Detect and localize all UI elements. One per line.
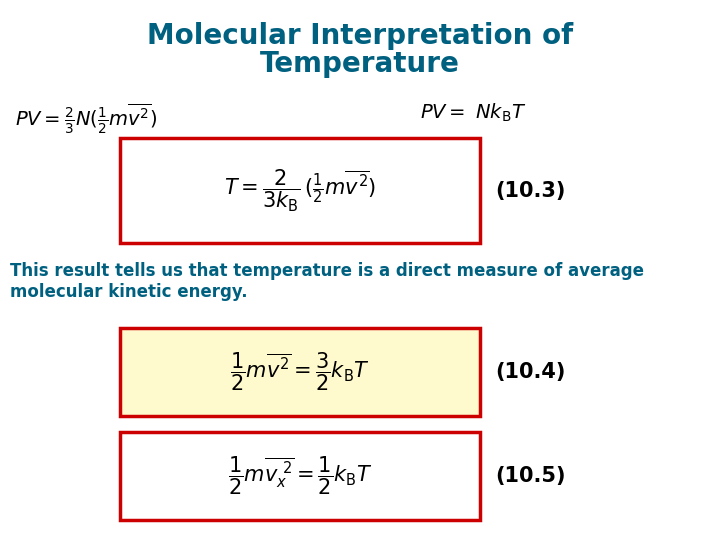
Text: $T = \dfrac{2}{3k_{\mathrm{B}}}\,(\frac{1}{2}m\overline{v^2})$: $T = \dfrac{2}{3k_{\mathrm{B}}}\,(\frac{… [224,167,376,213]
Text: Temperature: Temperature [260,50,460,78]
Text: (10.3): (10.3) [495,180,565,200]
Text: $PV = \ Nk_{\mathrm{B}}T$: $PV = \ Nk_{\mathrm{B}}T$ [420,102,526,124]
Text: $PV = \frac{2}{3}N(\frac{1}{2}m\overline{v^2})$: $PV = \frac{2}{3}N(\frac{1}{2}m\overline… [15,102,157,136]
FancyBboxPatch shape [120,432,480,520]
Text: Molecular Interpretation of: Molecular Interpretation of [147,22,573,50]
Text: $\dfrac{1}{2}m\overline{v^2} = \dfrac{3}{2}k_{\mathrm{B}}T$: $\dfrac{1}{2}m\overline{v^2} = \dfrac{3}… [230,351,370,393]
FancyBboxPatch shape [120,138,480,243]
Text: (10.5): (10.5) [495,466,565,486]
Text: (10.4): (10.4) [495,362,565,382]
FancyBboxPatch shape [120,328,480,416]
Text: $\dfrac{1}{2}m\overline{v_x^{\ 2}} = \dfrac{1}{2}k_{\mathrm{B}}T$: $\dfrac{1}{2}m\overline{v_x^{\ 2}} = \df… [228,455,372,497]
Text: This result tells us that temperature is a direct measure of average
molecular k: This result tells us that temperature is… [10,262,644,301]
